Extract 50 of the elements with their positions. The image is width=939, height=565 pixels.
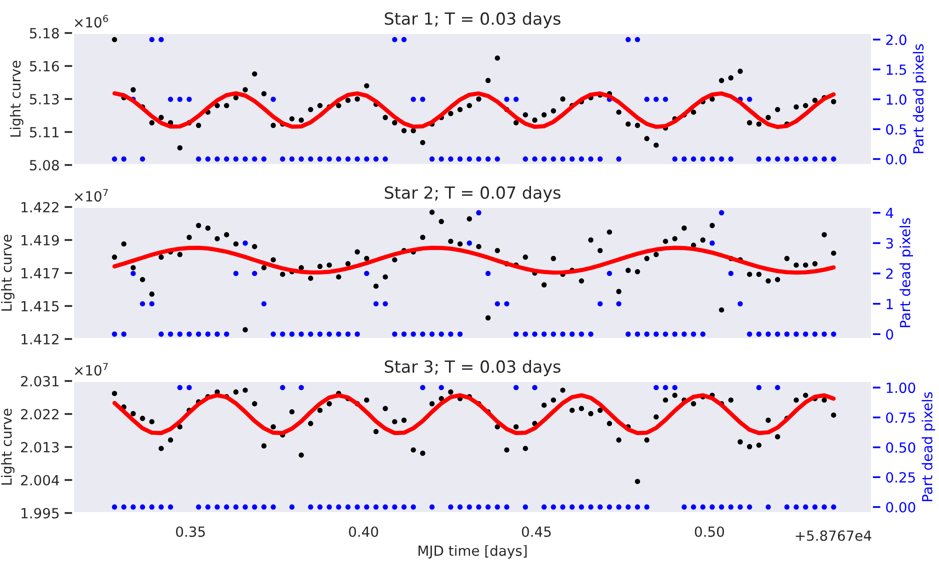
y2-tick-label: 0.5: [886, 124, 906, 135]
y-tick-label: 1.419: [22, 234, 59, 246]
x-tick-label: 0.45: [522, 526, 551, 537]
y2-tick-label: 2: [886, 268, 893, 279]
y-tick-label: 5.13: [30, 94, 59, 104]
y-tick-label: 1.417: [22, 268, 59, 278]
y2-axis-title: Part dead pixels: [912, 44, 926, 154]
y-axis-title: Light curve: [1, 234, 14, 311]
y2-tick-label: 1.5: [886, 64, 906, 75]
text: +5.8767e4: [796, 530, 872, 541]
y-axis-title: Light curve: [1, 408, 14, 485]
y-tick-label: 1.995: [22, 508, 59, 518]
y-tick-label: 2.022: [21, 408, 58, 420]
text: ×10$^{6}$: [74, 14, 108, 28]
y-tick-label: 5.16: [30, 60, 59, 72]
y-tick-label: 5.18: [30, 28, 59, 38]
y-tick-label: 2.013: [21, 442, 59, 452]
x-axis-title: MJD time [days]: [418, 545, 527, 559]
y2-tick-label: 2.0: [886, 34, 906, 46]
x-tick-label: 0.50: [694, 526, 724, 537]
x-tick-label: 0.35: [176, 526, 205, 537]
y-axis-title: Light curve: [10, 60, 24, 137]
y2-tick-label: 1: [886, 298, 893, 310]
chart-title: Star 2; T = 0.07 days: [384, 186, 560, 202]
y2-tick-label: 1.00: [886, 382, 916, 394]
chart-title: Star 1; T = 0.03 days: [384, 12, 560, 28]
y2-tick-label: 1.0: [886, 94, 906, 105]
y-tick-label: 2.004: [21, 474, 60, 486]
y-tick-label: 1.412: [22, 334, 58, 344]
line-series: [112, 246, 836, 275]
y-tick-label: 5.08: [30, 160, 59, 170]
y2-tick-label: 4: [886, 208, 894, 218]
y2-tick-label: 0.0: [886, 154, 906, 164]
y2-axis-title: Part dead pixels: [900, 218, 914, 328]
y-tick-label: 2.031: [21, 376, 59, 386]
y2-tick-label: 0.75: [886, 412, 915, 423]
y2-tick-label: 3: [886, 238, 893, 249]
y2-tick-label: 0.25: [886, 472, 915, 483]
y2-tick-label: 0.50: [886, 442, 916, 453]
y-tick-label: 5.11: [30, 127, 59, 138]
y-tick-label: 1.422: [22, 202, 58, 212]
line-series: [112, 91, 836, 130]
text: ×10$^{7}$: [74, 188, 108, 202]
y2-tick-label: 0: [886, 329, 894, 340]
y2-axis-title: Part dead pixels: [922, 392, 936, 502]
x-tick-label: 0.40: [349, 526, 378, 537]
y-tick-label: 1.415: [22, 301, 59, 312]
y2-tick-label: 0.00: [886, 502, 916, 512]
chart-title: Star 3; T = 0.03 days: [384, 360, 560, 376]
text: ×10$^{7}$: [74, 362, 108, 376]
